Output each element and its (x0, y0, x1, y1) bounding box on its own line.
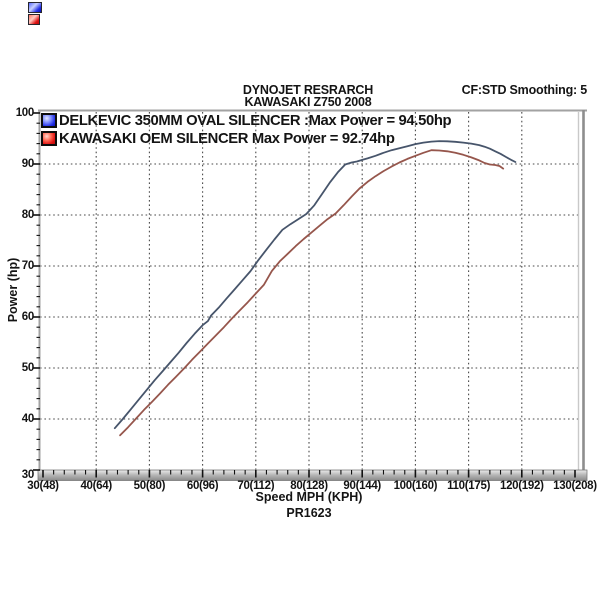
legend-row-oem: KAWASAKI OEM SILENCER Max Power = 92.74h… (41, 130, 395, 147)
delkevic-power-curve (113, 140, 517, 430)
y-tick-label: 50 (21, 361, 35, 374)
chart-title-line2: KAWASAKI Z750 2008 (244, 95, 372, 109)
x-tick-label: 30(48) (27, 480, 59, 492)
x-tick-label: 80(128) (290, 480, 328, 492)
oem-legend-label: KAWASAKI OEM SILENCER Max Power = 92.74h… (59, 130, 395, 147)
delkevic-legend-key-icon (41, 113, 57, 128)
y-tick-label: 100 (15, 106, 35, 119)
x-tick-label: 120(192) (499, 480, 544, 492)
x-tick-label: 60(96) (186, 480, 219, 492)
y-axis-title: Power (hp) (6, 257, 20, 323)
y-tick-label: 40 (21, 412, 35, 425)
y-tick-label: 60 (21, 310, 35, 323)
x-axis-title: Speed MPH (KPH) (255, 490, 363, 504)
y-tick-label: 70 (21, 259, 35, 272)
x-tick-label: 70(112) (237, 480, 275, 492)
y-tick-label: 90 (21, 157, 35, 170)
x-tick-label: 50(80) (133, 480, 166, 492)
oem-power-curve (119, 149, 505, 437)
x-tick-label: 40(64) (80, 480, 112, 492)
x-tick-label: 100(160) (393, 480, 438, 492)
x-tick-label: 110(175) (447, 480, 491, 492)
page-corner-icon (28, 2, 44, 26)
x-tick-label: 130(208) (553, 480, 597, 492)
smoothing-setting-label: CF:STD Smoothing: 5 (461, 83, 588, 97)
x-tick-label: 90(144) (343, 480, 381, 492)
blue-key-icon (28, 2, 42, 13)
y-tick-label: 80 (21, 208, 35, 221)
oem-legend-key-icon (41, 131, 57, 146)
y-tick-label: 30 (21, 468, 35, 481)
red-key-icon (28, 14, 40, 25)
run-id-label: PR1623 (286, 506, 332, 520)
chart-title-line1: DYNOJET RESRARCH (242, 83, 374, 97)
legend-row-delkevic: DELKEVIC 350MM OVAL SILENCER :Max Power … (41, 112, 452, 129)
delkevic-legend-label: DELKEVIC 350MM OVAL SILENCER :Max Power … (59, 112, 452, 129)
x-axis-band (37, 469, 588, 481)
